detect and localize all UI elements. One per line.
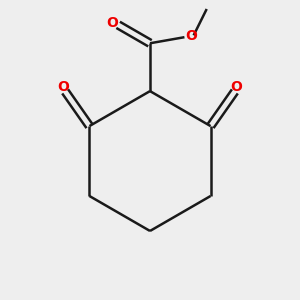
- Text: O: O: [231, 80, 243, 94]
- Text: O: O: [57, 80, 69, 94]
- Text: O: O: [107, 16, 118, 30]
- Text: O: O: [185, 29, 197, 43]
